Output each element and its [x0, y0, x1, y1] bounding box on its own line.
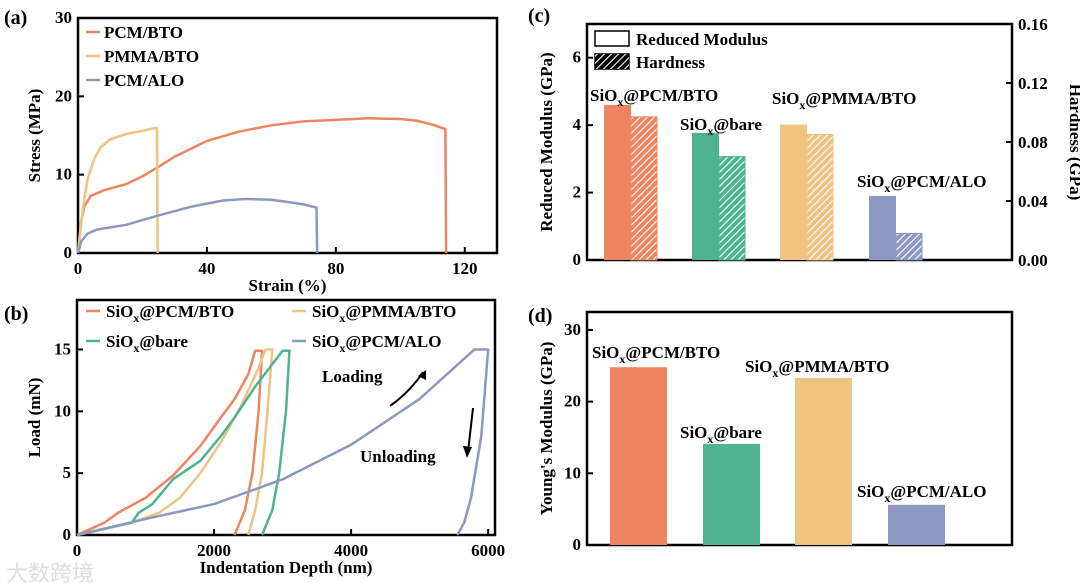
x-tick-label: 40 [198, 259, 215, 278]
legend-label: PCM/BTO [104, 23, 183, 42]
y-tick-label: 6 [573, 48, 582, 67]
legend-label: Reduced Modulus [636, 30, 768, 49]
bar-category-label: SiOx@bare [680, 423, 762, 446]
unloading-annotation: Unloading [360, 447, 436, 466]
y2-tick-label: 0.16 [1018, 15, 1048, 34]
bar-reduced-modulus [869, 195, 896, 260]
bar-reduced-modulus [692, 132, 719, 260]
bar-hardness-hatch [630, 116, 658, 261]
x-tick-label: 0 [74, 259, 83, 278]
bar-category-label: SiOx@bare [680, 115, 762, 138]
series-line [76, 126, 159, 254]
bar-hardness-hatch [895, 232, 923, 261]
y-tick-label: 2 [573, 183, 582, 202]
x-axis-label: Strain (%) [249, 276, 327, 295]
y2-tick-label: 0.08 [1018, 133, 1048, 152]
y-tick-label: 20 [55, 86, 72, 105]
legend-label: SiOx@PCM/ALO [312, 332, 442, 355]
x-tick-label: 120 [452, 259, 478, 278]
series-line [76, 348, 274, 537]
bar-reduced-modulus [604, 104, 631, 261]
bar-youngs-modulus [888, 504, 945, 545]
bar-category-label: SiOx@PMMA/BTO [772, 89, 916, 112]
y-tick-label: 5 [63, 463, 72, 482]
series-line [76, 197, 319, 254]
series-line [76, 117, 448, 254]
bar-category-label: SiOx@PCM/ALO [857, 482, 987, 505]
y2-tick-label: 0.00 [1018, 251, 1048, 270]
legend-label: PCM/ALO [104, 71, 184, 90]
panel-d: 0 10 20 30 Young's Modulus (GPa) (d) SiOx@PCM/… [528, 305, 1014, 554]
bar-youngs-modulus [703, 443, 760, 545]
y-tick-label: 15 [54, 339, 71, 358]
y-tick-label: 4 [573, 115, 582, 134]
y-tick-label: 0 [63, 525, 72, 544]
panel-label: (a) [4, 7, 27, 29]
plot-frame [76, 16, 499, 255]
x-tick-label: 0 [73, 541, 82, 560]
bar-reduced-modulus [780, 124, 807, 261]
panel-label: (c) [528, 5, 550, 27]
panel-label: (d) [528, 305, 552, 327]
y2-tick-label: 0.12 [1018, 74, 1048, 93]
x-axis-label: Indentation Depth (nm) [200, 558, 373, 577]
bar-category-label: SiOx@PMMA/BTO [745, 357, 889, 380]
bar-youngs-modulus [610, 367, 667, 545]
watermark: 大数跨境 [6, 562, 94, 583]
y-tick-label: 10 [564, 463, 581, 482]
x-tick-label: 80 [327, 259, 344, 278]
y-tick-label: 0 [64, 243, 73, 262]
legend-label: SiOx@bare [106, 332, 188, 355]
bar-hardness-hatch [718, 156, 746, 261]
y-axis-label: Load (mN) [25, 378, 44, 458]
y-tick-label: 30 [55, 8, 72, 27]
x-tick-label: 6000 [471, 541, 505, 560]
unloading-arrow [467, 407, 474, 453]
bar-category-label: SiOx@PCM/BTO [592, 343, 720, 366]
y2-axis-label: Hardness (GPa) [1066, 84, 1080, 201]
plot-frame [75, 298, 497, 537]
loading-arrowhead [418, 370, 426, 380]
y-axis-label: Young's Modulus (GPa) [537, 342, 556, 516]
y-tick-label: 0 [573, 250, 582, 269]
legend-label: Hardness [636, 53, 705, 72]
bar-youngs-modulus [795, 377, 852, 545]
series-line [76, 348, 490, 537]
legend-swatch-reduced-modulus [594, 30, 630, 47]
x-tick-label: 2000 [197, 541, 231, 560]
y-tick-label: 20 [564, 392, 581, 411]
y-tick-label: 10 [54, 401, 71, 420]
bar-category-label: SiOx@PCM/ALO [857, 172, 987, 195]
bar-category-label: SiOx@PCM/BTO [590, 86, 718, 109]
unloading-arrowhead [463, 446, 472, 458]
y2-tick-label: 0.04 [1018, 192, 1048, 211]
series-line [76, 349, 264, 537]
y-tick-label: 10 [55, 165, 72, 184]
series-line [76, 349, 291, 537]
y-tick-label: 0 [573, 535, 582, 554]
legend-label: PMMA/BTO [104, 47, 199, 66]
y-tick-label: 30 [564, 320, 581, 339]
x-tick-label: 4000 [334, 541, 368, 560]
panel-label: (b) [4, 303, 28, 325]
panel-b: 0 2000 4000 6000 0 5 10 15 Indentation Depth (nm… [4, 298, 505, 577]
legend-swatch-hardness-hatch [595, 54, 629, 69]
panel-c: 0 2 4 6 Reduced Modulus (GPa) (c) 0.00 0.04 0.08… [528, 5, 1080, 270]
panel-a: 0 40 80 120 0 10 20 30 Strain (%) Stress (MPa) (a)… [4, 7, 499, 295]
bar-hardness-hatch [806, 134, 834, 261]
legend-label: SiOx@PCM/BTO [106, 302, 234, 325]
legend-label: SiOx@PMMA/BTO [312, 302, 456, 325]
y-axis-label: Stress (MPa) [25, 89, 44, 183]
loading-annotation: Loading [322, 367, 383, 386]
y-axis-label: Reduced Modulus (GPa) [537, 52, 556, 231]
